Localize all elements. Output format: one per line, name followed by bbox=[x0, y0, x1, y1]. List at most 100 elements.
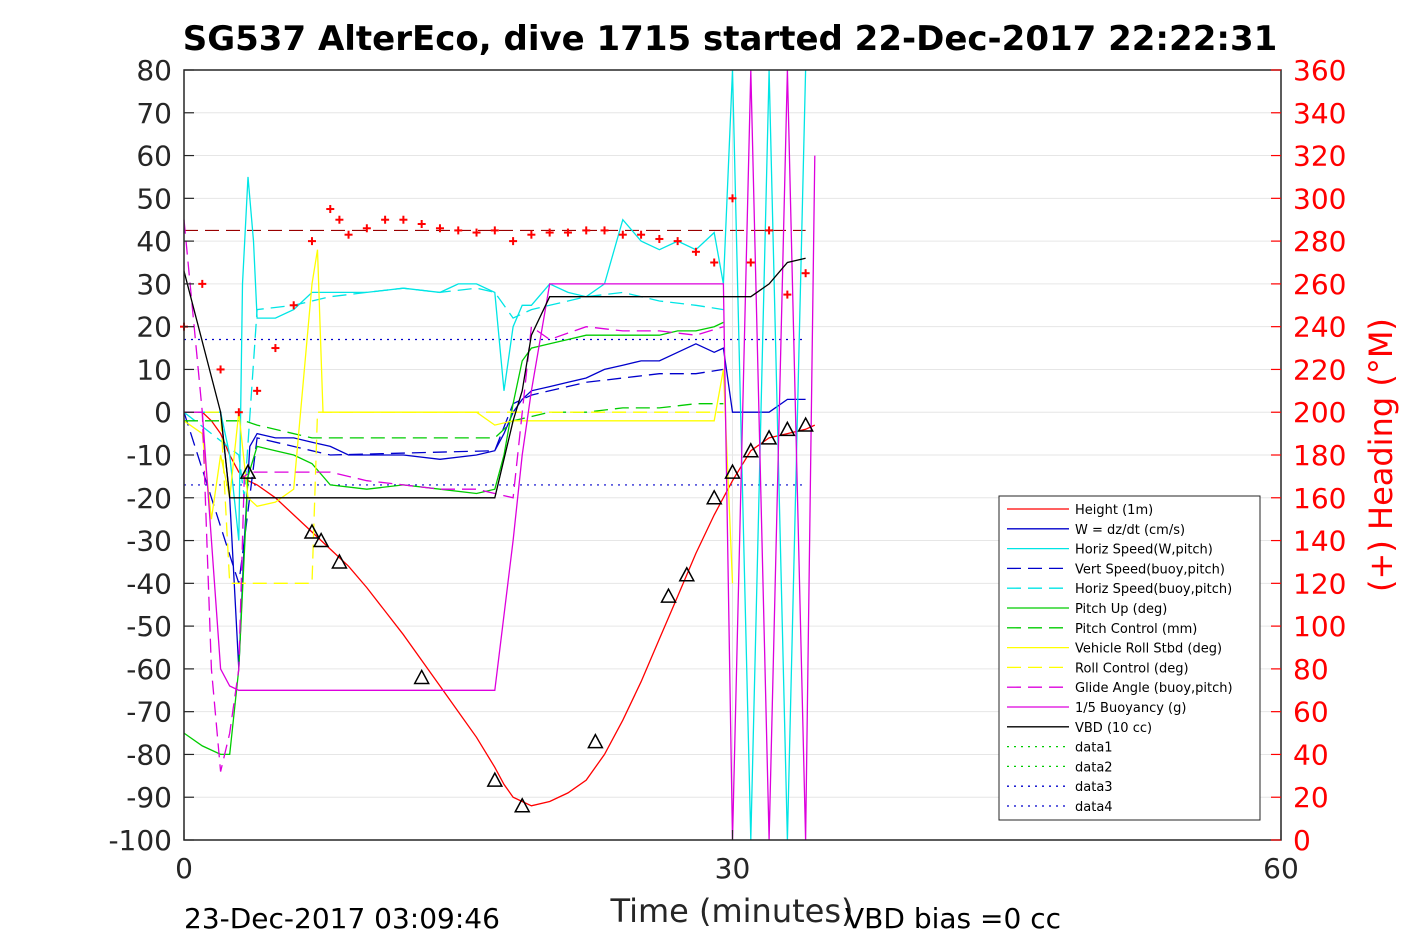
heading-point bbox=[673, 237, 682, 246]
heading-point bbox=[335, 215, 344, 224]
series-vert_buoy bbox=[183, 368, 724, 584]
y2-tick-label: 120 bbox=[1293, 567, 1346, 600]
y-tick-label: -30 bbox=[126, 525, 172, 558]
y-tick-label: -80 bbox=[126, 738, 172, 771]
legend-label: Pitch Control (mm) bbox=[1075, 622, 1197, 637]
heading-point bbox=[307, 237, 316, 246]
legend-label: Horiz Speed(buoy,pitch) bbox=[1075, 582, 1232, 597]
y-tick-label: -20 bbox=[126, 482, 172, 515]
triangle-marker bbox=[797, 416, 814, 432]
heading-point bbox=[289, 301, 298, 310]
triangle-marker bbox=[760, 429, 778, 445]
series-height bbox=[184, 411, 816, 807]
y2-tick-label: 140 bbox=[1293, 525, 1346, 558]
y2-tick-label: 220 bbox=[1293, 353, 1346, 386]
triangle-marker bbox=[413, 668, 430, 685]
x-tick-label: 30 bbox=[715, 852, 751, 885]
y-tick-label: -10 bbox=[126, 439, 172, 472]
heading-point bbox=[381, 215, 390, 224]
series-glide bbox=[183, 219, 724, 772]
y2-tick-label: 20 bbox=[1293, 781, 1329, 814]
series-horiz_buoy bbox=[183, 287, 724, 498]
y2-axis-label: (+) Heading (°M) bbox=[1362, 318, 1400, 592]
y2-tick-label: 80 bbox=[1293, 653, 1329, 686]
y2-tick-label: 200 bbox=[1293, 396, 1346, 429]
tick-layer: 80706050403020100-10-20-30-40-50-60-70-8… bbox=[108, 54, 1346, 885]
legend-label: data1 bbox=[1075, 741, 1113, 756]
footer-vbd-bias: VBD bias =0 cc bbox=[845, 902, 1061, 935]
series-vbd bbox=[183, 257, 806, 499]
triangle-marker bbox=[587, 733, 604, 749]
legend-label: data4 bbox=[1075, 800, 1113, 815]
x-tick-label: 0 bbox=[175, 852, 193, 885]
series-roll bbox=[183, 249, 734, 584]
legend-label: Vehicle Roll Stbd (deg) bbox=[1075, 642, 1222, 657]
triangle-marker bbox=[678, 566, 696, 582]
heading-point bbox=[563, 228, 572, 237]
heading-point bbox=[271, 344, 280, 353]
triangle-marker bbox=[312, 531, 330, 548]
y2-tick-label: 260 bbox=[1293, 268, 1346, 301]
legend-label: 1/5 Buoyancy (g) bbox=[1075, 701, 1186, 716]
y2-tick-label: 280 bbox=[1293, 225, 1346, 258]
heading-point bbox=[399, 215, 408, 224]
y2-tick-label: 40 bbox=[1293, 738, 1329, 771]
y-tick-label: -100 bbox=[108, 824, 172, 857]
legend-label: data3 bbox=[1075, 780, 1113, 795]
heading-point bbox=[655, 234, 664, 243]
marker-layer bbox=[239, 416, 814, 813]
y2-tick-label: 180 bbox=[1293, 439, 1346, 472]
y-tick-label: 70 bbox=[136, 97, 172, 130]
legend-label: Roll Control (deg) bbox=[1075, 661, 1189, 676]
heading-point bbox=[600, 226, 609, 235]
series-horiz_w bbox=[184, 69, 807, 841]
y-tick-label: -70 bbox=[126, 696, 172, 729]
heading-point bbox=[618, 230, 627, 239]
triangle-marker bbox=[239, 463, 257, 479]
heading-point bbox=[728, 194, 737, 203]
triangle-marker bbox=[513, 797, 531, 813]
y-tick-label: -50 bbox=[126, 610, 172, 643]
triangle-marker bbox=[331, 553, 348, 569]
y-tick-label: 80 bbox=[136, 54, 172, 87]
series-roll_ctrl bbox=[184, 411, 724, 584]
legend-label: Height (1m) bbox=[1075, 503, 1153, 518]
y-tick-label: -60 bbox=[126, 653, 172, 686]
legend-label: W = dz/dt (cm/s) bbox=[1075, 523, 1185, 538]
legend-label: Pitch Up (deg) bbox=[1075, 602, 1167, 617]
heading-point bbox=[435, 224, 444, 233]
heading-point bbox=[216, 365, 225, 374]
heading-point bbox=[490, 226, 499, 235]
triangle-marker bbox=[705, 489, 723, 505]
heading-point bbox=[710, 258, 719, 267]
y2-tick-label: 100 bbox=[1293, 610, 1346, 643]
triangle-marker bbox=[660, 587, 677, 603]
y2-tick-label: 0 bbox=[1293, 824, 1311, 857]
triangle-marker bbox=[303, 523, 321, 539]
series-pitch_up bbox=[183, 321, 724, 756]
y2-tick-label: 340 bbox=[1293, 97, 1346, 130]
legend-label: Horiz Speed(W,pitch) bbox=[1075, 543, 1213, 558]
triangle-marker bbox=[742, 442, 760, 458]
heading-point bbox=[472, 228, 481, 237]
heading-point bbox=[801, 269, 810, 278]
heading-point bbox=[326, 205, 335, 214]
heading-point bbox=[253, 386, 262, 395]
heading-point bbox=[746, 258, 755, 267]
legend-label: Vert Speed(buoy,pitch) bbox=[1075, 562, 1225, 577]
heading-point bbox=[454, 226, 463, 235]
heading-point bbox=[765, 226, 774, 235]
legend-label: data2 bbox=[1075, 760, 1113, 775]
heading-point bbox=[344, 230, 353, 239]
legend-label: Glide Angle (buoy,pitch) bbox=[1075, 681, 1233, 696]
heading-point bbox=[637, 230, 646, 239]
y2-tick-label: 320 bbox=[1293, 140, 1346, 173]
y-tick-label: 40 bbox=[136, 225, 172, 258]
heading-point bbox=[783, 290, 792, 299]
y-tick-label: -90 bbox=[126, 781, 172, 814]
heading-point bbox=[691, 247, 700, 256]
y2-tick-label: 160 bbox=[1293, 482, 1346, 515]
y-tick-label: 30 bbox=[136, 268, 172, 301]
y-tick-label: 50 bbox=[136, 182, 172, 215]
